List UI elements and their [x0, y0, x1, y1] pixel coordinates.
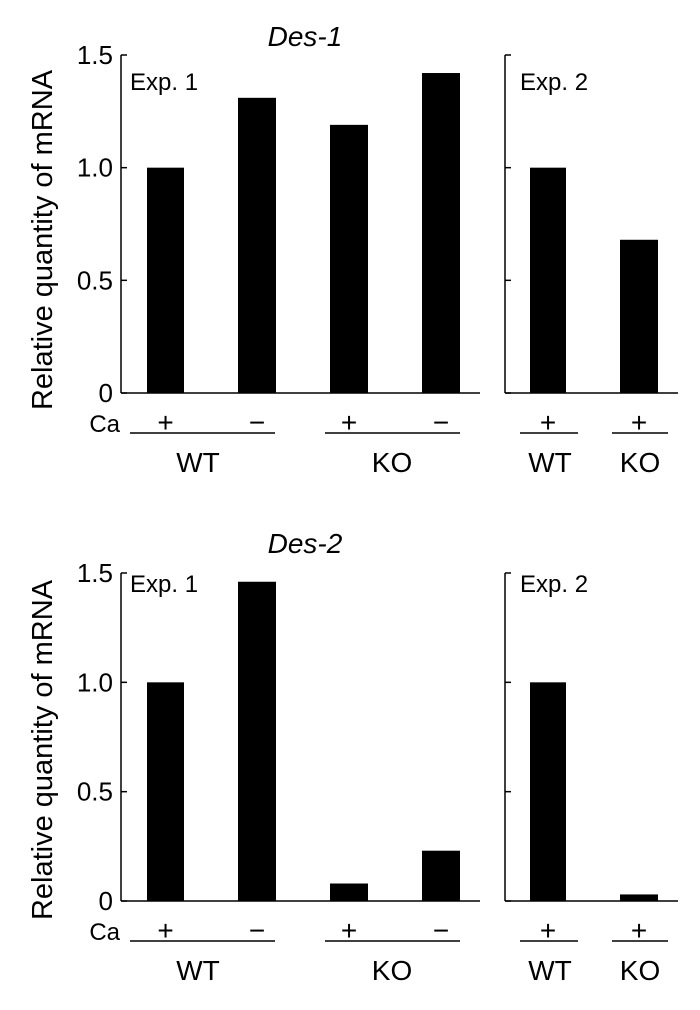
bar-ko-0 — [620, 894, 658, 901]
chart-title: Des-1 — [268, 21, 343, 52]
group-label: KO — [620, 447, 660, 478]
y-tick-label: 0.5 — [77, 265, 113, 295]
panel-label: Exp. 1 — [130, 571, 198, 598]
bar-ko-0 — [620, 239, 658, 393]
bar-wt-0 — [147, 682, 184, 901]
y-tick-label: 1.0 — [77, 667, 113, 697]
ca-sign: − — [249, 915, 265, 946]
ca-sign: + — [157, 915, 173, 946]
panel-label: Exp. 2 — [520, 69, 588, 96]
panel-label: Exp. 1 — [130, 69, 198, 96]
bar-wt-0 — [147, 167, 184, 393]
y-tick-label: 1.5 — [77, 558, 113, 588]
group-label: WT — [528, 447, 572, 478]
group-label: WT — [176, 955, 220, 986]
ca-sign: + — [540, 407, 556, 438]
bar-ko-1 — [422, 73, 460, 393]
ca-sign: − — [249, 407, 265, 438]
bar-wt-1 — [238, 97, 276, 394]
y-tick-label: 0 — [99, 886, 113, 916]
panel-2: Exp. 2 + WT + KO — [504, 54, 678, 478]
group-label: WT — [528, 955, 572, 986]
panel-label: Exp. 2 — [520, 571, 588, 598]
y-axis-label: Relative quantity of mRNA — [27, 579, 59, 920]
chart-title: Des-2 — [268, 528, 343, 559]
ca-sign: + — [540, 915, 556, 946]
ca-row-label: Ca — [89, 919, 120, 946]
ca-sign: − — [433, 915, 449, 946]
panel-2: Exp. 2 + WT + KO — [504, 571, 678, 986]
ca-row-label: Ca — [89, 411, 120, 438]
bar-wt-1 — [238, 581, 276, 901]
ca-sign: + — [157, 407, 173, 438]
y-tick-label: 0.5 — [77, 777, 113, 807]
bar-wt-0 — [530, 682, 566, 901]
group-label: WT — [176, 447, 220, 478]
ca-sign: − — [433, 407, 449, 438]
ca-sign: + — [341, 407, 357, 438]
y-tick-label: 1.0 — [77, 153, 113, 183]
y-axis-label: Relative quantity of mRNA — [27, 69, 59, 410]
ca-sign: + — [631, 407, 647, 438]
y-tick-label: 0 — [99, 378, 113, 408]
ca-sign: + — [341, 915, 357, 946]
chart-des-1: Des-1 Relative quantity of mRNA Ca 0 0.5 1.0 1… — [27, 21, 678, 478]
chart-des-2: Des-2 Relative quantity of mRNA Ca 0 0.5 1.0 1… — [27, 528, 678, 986]
group-label: KO — [372, 447, 412, 478]
ca-sign: + — [631, 915, 647, 946]
group-label: KO — [372, 955, 412, 986]
group-label: KO — [620, 955, 660, 986]
y-tick-label: 1.5 — [77, 40, 113, 70]
bar-wt-0 — [530, 167, 566, 393]
bar-ko-0 — [330, 124, 368, 393]
bar-ko-1 — [422, 850, 460, 901]
bar-ko-0 — [330, 883, 368, 901]
